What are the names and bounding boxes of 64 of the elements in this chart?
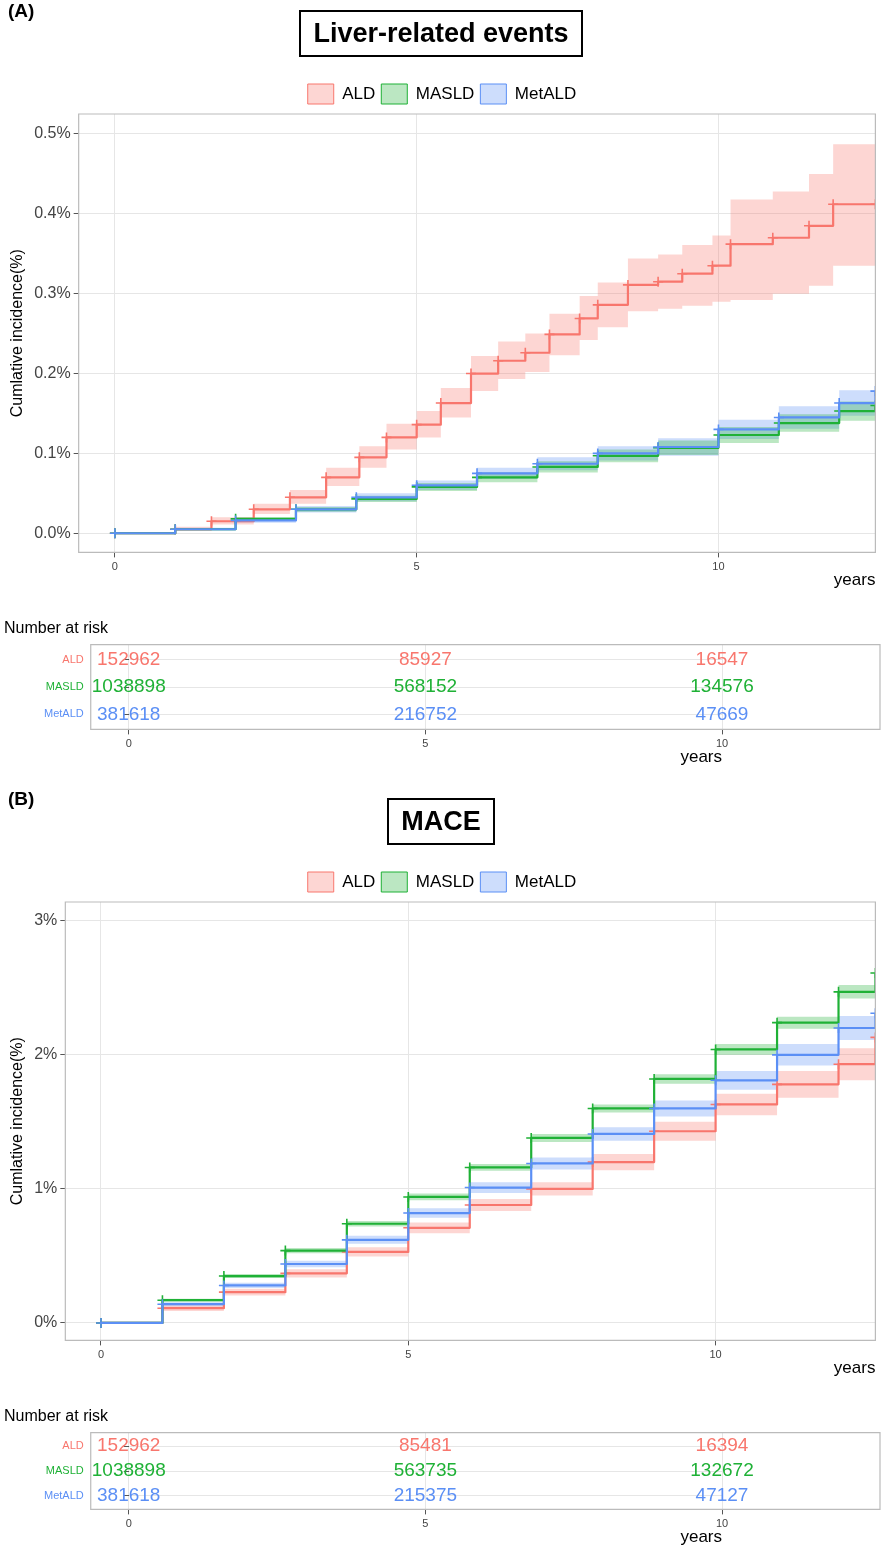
legend-label: ALD — [342, 83, 376, 103]
y-tick-label: 0.4% — [34, 204, 71, 222]
y-tick-label: 0.0% — [34, 523, 71, 541]
x-tick-label: 0 — [111, 560, 118, 573]
legend-label: MASLD — [45, 1464, 84, 1477]
legend-label: MASLD — [415, 871, 475, 891]
y-tick-label: 3% — [34, 911, 58, 929]
y-axis-title: Cumlative incidence(%) — [8, 1037, 26, 1206]
chart-title: Liver-related events — [299, 10, 583, 57]
legend-label: ALD — [62, 652, 84, 665]
text: (B) — [8, 788, 35, 810]
data-label: 47127 — [695, 1484, 749, 1506]
data-label: 1038898 — [91, 675, 166, 697]
text: (A) — [8, 0, 35, 22]
data-label: 568152 — [393, 675, 458, 697]
x-axis-title: years — [833, 570, 876, 590]
x-tick-label: 0 — [97, 1348, 105, 1361]
category-label: 5 — [422, 1517, 429, 1530]
legend-label: ALD — [342, 871, 376, 891]
y-tick-label: 0.1% — [34, 443, 71, 461]
x-tick-label: 10 — [709, 1348, 722, 1361]
chart-title: MACE — [387, 798, 495, 845]
text: years — [680, 747, 722, 767]
y-tick-label: 1% — [34, 1179, 58, 1197]
data-label: 563735 — [393, 1459, 458, 1481]
y-tick-label: 0.5% — [34, 124, 71, 142]
x-tick-label: 5 — [405, 1348, 412, 1361]
text: years — [680, 1527, 722, 1547]
data-label: 16394 — [695, 1434, 749, 1456]
data-label: 381618 — [97, 1484, 161, 1506]
data-label: 215375 — [393, 1484, 458, 1506]
data-label: 85927 — [398, 647, 452, 669]
legend-label: ALD — [62, 1439, 84, 1452]
text: Number at risk — [4, 1407, 110, 1425]
data-label: 1038898 — [91, 1459, 166, 1481]
data-label: 152962 — [97, 1434, 161, 1456]
data-label: 16547 — [695, 647, 749, 669]
legend-label: MASLD — [415, 83, 475, 103]
y-tick-label: 2% — [34, 1045, 58, 1063]
data-label: 381618 — [97, 702, 161, 724]
data-label: 152962 — [97, 647, 161, 669]
data-label: 132672 — [690, 1459, 754, 1481]
data-label: 85481 — [398, 1434, 452, 1456]
x-axis-title: years — [833, 1358, 876, 1378]
data-label: 134576 — [690, 675, 754, 697]
y-tick-label: 0% — [34, 1313, 58, 1331]
category-label: 5 — [422, 737, 429, 750]
legend-label: MetALD — [514, 871, 577, 891]
legend-label: MetALD — [43, 707, 84, 720]
legend-label: MetALD — [514, 83, 577, 103]
data-label: 47669 — [695, 702, 749, 724]
y-axis-title: Cumlative incidence(%) — [8, 249, 26, 418]
legend-label: MetALD — [43, 1488, 84, 1501]
y-tick-label: 0.3% — [34, 284, 71, 302]
category-label: 0 — [125, 1517, 132, 1530]
category-label: 10 — [715, 737, 729, 750]
category-label: 10 — [715, 1517, 729, 1530]
x-tick-label: 5 — [413, 560, 420, 573]
category-label: 0 — [125, 737, 132, 750]
x-tick-label: 10 — [712, 560, 725, 573]
data-label: 216752 — [393, 702, 458, 724]
y-tick-label: 0.2% — [34, 363, 71, 381]
legend-label: MASLD — [45, 680, 84, 693]
text: Number at risk — [4, 619, 110, 637]
